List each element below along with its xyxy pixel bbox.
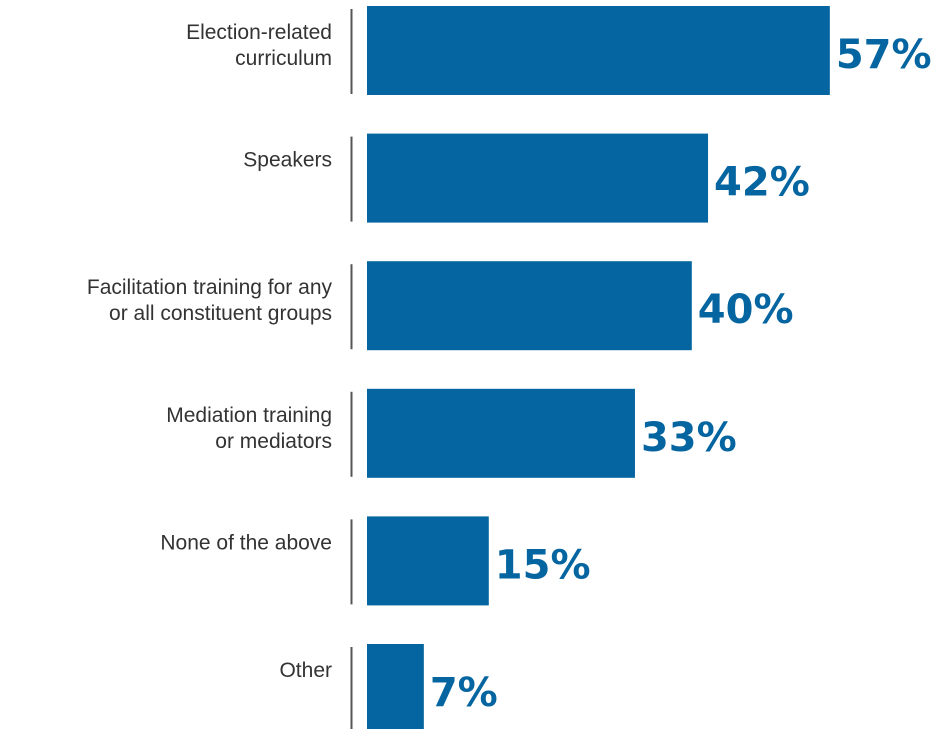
- category-label: Other: [279, 659, 332, 682]
- bar: [367, 516, 489, 606]
- bar: [367, 133, 709, 223]
- category-label: Facilitation training for any: [87, 276, 333, 299]
- bar: [367, 6, 830, 95]
- value-label: 33%: [641, 415, 737, 461]
- category-label: Speakers: [243, 149, 332, 172]
- bar: [367, 388, 635, 478]
- bar: [367, 261, 692, 351]
- value-label: 15%: [495, 542, 591, 588]
- value-label: 42%: [714, 160, 810, 206]
- value-label: 40%: [698, 287, 794, 333]
- category-label: None of the above: [160, 531, 332, 554]
- category-label: Mediation training: [166, 404, 332, 427]
- value-label: 57%: [836, 32, 932, 78]
- category-label: or mediators: [215, 430, 332, 453]
- category-label: or all constituent groups: [109, 302, 332, 325]
- category-label: Election-related: [186, 21, 332, 44]
- category-label: curriculum: [235, 47, 332, 70]
- value-label: 7%: [430, 670, 498, 716]
- bar: [367, 644, 424, 729]
